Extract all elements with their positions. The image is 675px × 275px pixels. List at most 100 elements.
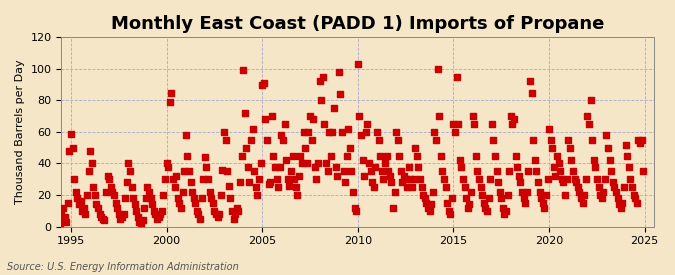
Point — [292, 193, 302, 197]
Point — [384, 174, 395, 178]
Point — [616, 205, 626, 210]
Point — [316, 98, 327, 103]
Point — [330, 164, 341, 169]
Point — [250, 185, 261, 189]
Point — [269, 164, 280, 169]
Point — [82, 193, 92, 197]
Point — [499, 212, 510, 216]
Point — [329, 106, 340, 111]
Point — [441, 201, 452, 205]
Point — [435, 153, 446, 158]
Point — [432, 67, 443, 71]
Point — [246, 138, 256, 142]
Point — [157, 208, 167, 213]
Point — [207, 201, 218, 205]
Point — [399, 174, 410, 178]
Point — [201, 164, 212, 169]
Point — [166, 90, 177, 95]
Point — [153, 215, 164, 219]
Point — [147, 202, 158, 207]
Point — [544, 126, 555, 131]
Point — [260, 117, 271, 122]
Point — [429, 130, 439, 134]
Point — [459, 185, 470, 189]
Point — [321, 161, 331, 166]
Point — [563, 138, 574, 142]
Point — [130, 202, 140, 207]
Point — [56, 212, 67, 216]
Point — [354, 114, 365, 118]
Point — [590, 164, 601, 169]
Point — [317, 75, 328, 79]
Point — [232, 205, 242, 210]
Point — [338, 169, 349, 174]
Point — [277, 138, 288, 142]
Point — [346, 169, 357, 174]
Point — [352, 62, 363, 66]
Point — [74, 202, 84, 207]
Point — [367, 180, 377, 185]
Point — [578, 193, 589, 197]
Point — [560, 193, 570, 197]
Point — [256, 82, 267, 87]
Point — [405, 177, 416, 182]
Point — [211, 212, 221, 216]
Point — [282, 177, 293, 182]
Point — [148, 208, 159, 213]
Point — [234, 180, 245, 185]
Point — [55, 221, 65, 226]
Point — [284, 183, 295, 188]
Point — [454, 158, 465, 163]
Point — [620, 142, 631, 147]
Point — [416, 185, 427, 189]
Point — [504, 169, 514, 174]
Point — [599, 177, 610, 182]
Point — [99, 218, 110, 222]
Point — [437, 169, 448, 174]
Point — [67, 145, 78, 150]
Point — [174, 201, 185, 205]
Point — [225, 196, 236, 200]
Point — [418, 193, 429, 197]
Point — [344, 145, 355, 150]
Point — [371, 130, 382, 134]
Point — [300, 145, 310, 150]
Point — [252, 193, 263, 197]
Point — [440, 185, 451, 189]
Point — [109, 193, 119, 197]
Point — [622, 153, 632, 158]
Point — [274, 164, 285, 169]
Point — [542, 177, 553, 182]
Point — [533, 180, 543, 185]
Point — [378, 177, 389, 182]
Point — [209, 208, 220, 213]
Point — [302, 161, 313, 166]
Point — [561, 177, 572, 182]
Point — [582, 114, 593, 118]
Point — [159, 177, 170, 182]
Point — [611, 190, 622, 194]
Point — [155, 212, 165, 216]
Point — [233, 208, 244, 213]
Point — [452, 75, 462, 79]
Point — [268, 153, 279, 158]
Point — [131, 208, 142, 213]
Point — [541, 193, 551, 197]
Point — [502, 193, 513, 197]
Point — [327, 130, 338, 134]
Point — [72, 196, 83, 200]
Point — [220, 138, 231, 142]
Point — [481, 208, 492, 213]
Point — [518, 196, 529, 200]
Point — [396, 169, 406, 174]
Point — [467, 114, 478, 118]
Point — [117, 215, 128, 219]
Point — [263, 182, 274, 186]
Point — [509, 117, 520, 122]
Point — [464, 202, 475, 207]
Point — [313, 161, 323, 166]
Point — [434, 114, 445, 118]
Point — [439, 177, 450, 182]
Point — [119, 196, 130, 200]
Point — [485, 177, 495, 182]
